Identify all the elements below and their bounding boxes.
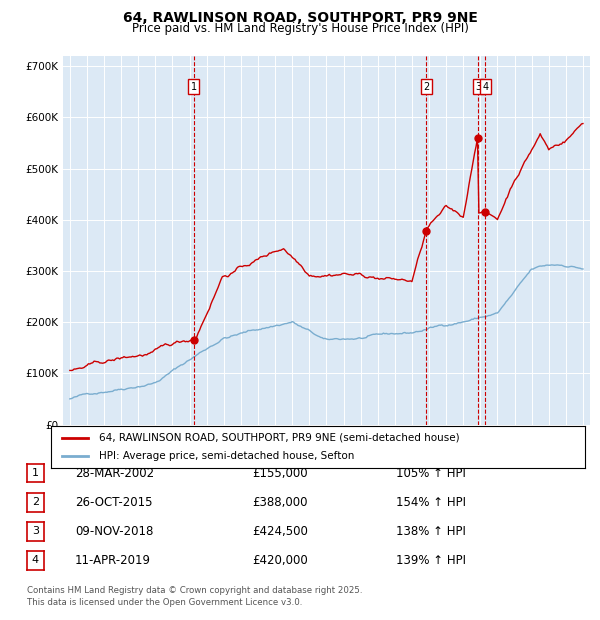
- Text: £388,000: £388,000: [252, 496, 308, 508]
- Text: Contains HM Land Registry data © Crown copyright and database right 2025.: Contains HM Land Registry data © Crown c…: [27, 586, 362, 595]
- Text: 26-OCT-2015: 26-OCT-2015: [75, 496, 152, 508]
- Text: 1: 1: [191, 82, 197, 92]
- Text: 64, RAWLINSON ROAD, SOUTHPORT, PR9 9NE: 64, RAWLINSON ROAD, SOUTHPORT, PR9 9NE: [122, 11, 478, 25]
- Text: 138% ↑ HPI: 138% ↑ HPI: [396, 525, 466, 538]
- Text: 154% ↑ HPI: 154% ↑ HPI: [396, 496, 466, 508]
- Text: 2: 2: [423, 82, 429, 92]
- Text: 1: 1: [32, 468, 39, 478]
- Text: 64, RAWLINSON ROAD, SOUTHPORT, PR9 9NE (semi-detached house): 64, RAWLINSON ROAD, SOUTHPORT, PR9 9NE (…: [99, 433, 460, 443]
- Text: This data is licensed under the Open Government Licence v3.0.: This data is licensed under the Open Gov…: [27, 598, 302, 607]
- Text: £424,500: £424,500: [252, 525, 308, 538]
- Text: HPI: Average price, semi-detached house, Sefton: HPI: Average price, semi-detached house,…: [99, 451, 355, 461]
- Text: 139% ↑ HPI: 139% ↑ HPI: [396, 554, 466, 567]
- Text: 3: 3: [475, 82, 481, 92]
- Text: 09-NOV-2018: 09-NOV-2018: [75, 525, 154, 538]
- Text: 28-MAR-2002: 28-MAR-2002: [75, 467, 154, 479]
- Text: 2: 2: [32, 497, 39, 507]
- Text: 4: 4: [482, 82, 488, 92]
- Text: 11-APR-2019: 11-APR-2019: [75, 554, 151, 567]
- Text: £420,000: £420,000: [252, 554, 308, 567]
- Text: £155,000: £155,000: [252, 467, 308, 479]
- Text: 4: 4: [32, 556, 39, 565]
- Text: Price paid vs. HM Land Registry's House Price Index (HPI): Price paid vs. HM Land Registry's House …: [131, 22, 469, 35]
- Text: 3: 3: [32, 526, 39, 536]
- Text: 105% ↑ HPI: 105% ↑ HPI: [396, 467, 466, 479]
